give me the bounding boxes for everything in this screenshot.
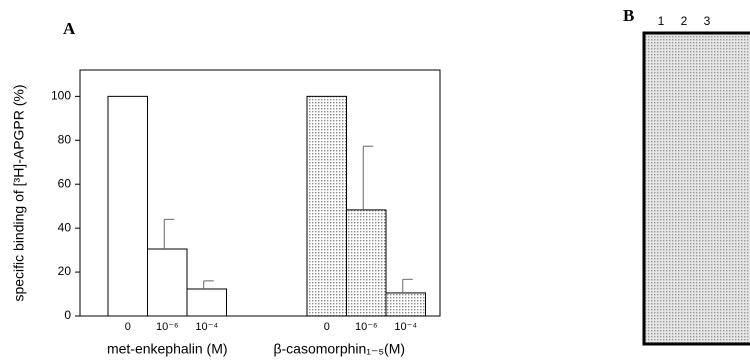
bar bbox=[148, 249, 188, 316]
group-label: met-enkephalin (M) bbox=[107, 341, 228, 357]
figure: A specific binding of [³H]-APGPR (%) B 0… bbox=[0, 0, 750, 363]
y-tick-label: 0 bbox=[64, 308, 71, 322]
bar bbox=[108, 96, 148, 316]
x-tick-label: 10⁻⁴ bbox=[394, 321, 417, 333]
x-tick-label: 0 bbox=[324, 321, 330, 333]
bar bbox=[347, 210, 387, 316]
y-tick-label: 20 bbox=[58, 264, 72, 278]
y-tick-label: 80 bbox=[58, 132, 72, 146]
x-tick-label: 10⁻⁶ bbox=[355, 321, 378, 333]
bar bbox=[386, 293, 426, 316]
bar bbox=[187, 289, 227, 316]
lane-label: 3 bbox=[704, 14, 711, 28]
x-tick-label: 10⁻⁶ bbox=[156, 321, 179, 333]
group-label: β-casomorphin₁₋₅(M) bbox=[273, 341, 405, 357]
lane-label: 2 bbox=[681, 14, 688, 28]
panel-label: A bbox=[63, 19, 76, 38]
lane-label: 1 bbox=[658, 14, 665, 28]
y-tick-label: 60 bbox=[58, 176, 72, 190]
y-tick-label: 100 bbox=[51, 89, 71, 103]
panel-label: B bbox=[623, 6, 634, 25]
x-tick-label: 0 bbox=[125, 321, 131, 333]
y-tick-label: 40 bbox=[58, 220, 72, 234]
bar bbox=[307, 96, 347, 316]
x-tick-label: 10⁻⁴ bbox=[195, 321, 218, 333]
y-axis-label: specific binding of [³H]-APGPR (%) bbox=[11, 84, 27, 301]
blot-membrane bbox=[644, 33, 750, 344]
